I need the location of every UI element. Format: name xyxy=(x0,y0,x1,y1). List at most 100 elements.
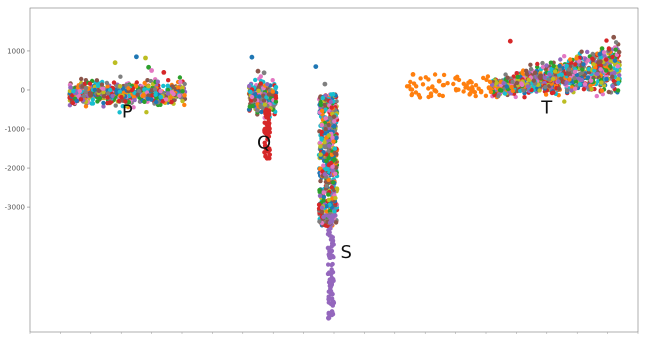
scatter-point xyxy=(266,129,271,135)
scatter-point xyxy=(330,168,335,173)
scatter-point xyxy=(330,135,335,140)
scatter-point xyxy=(319,129,324,135)
scatter-point xyxy=(574,56,579,61)
scatter-point xyxy=(589,86,594,92)
scatter-point xyxy=(267,156,272,161)
scatter-point xyxy=(535,61,540,67)
scatter-point xyxy=(551,76,556,82)
scatter-point xyxy=(420,82,426,87)
scatter-point xyxy=(600,92,605,97)
scatter-point xyxy=(505,75,510,80)
scatter-point xyxy=(470,85,475,90)
scatter-point xyxy=(90,97,96,102)
scatter-point xyxy=(544,63,549,68)
scatter-point xyxy=(165,91,171,96)
scatter-point xyxy=(577,82,582,87)
scatter-point xyxy=(142,80,147,86)
scatter-point xyxy=(509,84,514,90)
scatter-point xyxy=(255,108,260,113)
scatter-point xyxy=(256,88,261,94)
scatter-point xyxy=(316,202,322,207)
scatter-point xyxy=(104,80,110,86)
scatter-point xyxy=(259,109,264,115)
scatter-point xyxy=(573,86,578,91)
scatter-point xyxy=(328,284,334,289)
scatter-point xyxy=(585,49,590,55)
scatter-point xyxy=(97,95,103,101)
scatter-point xyxy=(255,68,261,74)
scatter-point xyxy=(526,77,531,83)
scatter-point xyxy=(540,64,546,70)
scatter-point xyxy=(100,86,105,91)
scatter-point xyxy=(537,88,542,93)
scatter-point xyxy=(572,69,578,75)
scatter-point xyxy=(556,79,561,84)
scatter-point xyxy=(548,60,554,65)
scatter-point xyxy=(326,133,332,138)
scatter-point xyxy=(451,81,456,87)
scatter-point xyxy=(166,78,171,83)
scatter-point xyxy=(582,82,588,87)
scatter-point xyxy=(273,95,279,101)
scatter-point xyxy=(529,87,534,93)
scatter-point xyxy=(318,152,323,157)
scatter-point xyxy=(469,89,474,94)
scatter-point xyxy=(329,309,335,314)
scatter-point xyxy=(71,88,76,94)
scatter-point xyxy=(524,68,529,74)
scatter-point xyxy=(426,94,431,100)
scatter-point xyxy=(562,99,567,104)
scatter-point xyxy=(426,86,431,91)
scatter-point xyxy=(146,64,152,70)
scatter-point xyxy=(317,140,323,146)
scatter-point xyxy=(514,80,520,86)
scatter-point xyxy=(519,82,525,88)
scatter-point xyxy=(110,93,115,99)
scatter-point xyxy=(149,68,155,73)
scatter-point xyxy=(323,107,328,112)
scatter-point xyxy=(484,77,489,83)
scatter-point xyxy=(615,88,621,93)
scatter-point xyxy=(551,90,556,95)
scatter-point xyxy=(146,84,151,89)
scatter-points xyxy=(67,34,622,321)
scatter-point xyxy=(83,86,89,91)
scatter-point xyxy=(149,97,154,102)
scatter-point xyxy=(182,81,187,87)
scatter-point xyxy=(108,87,113,93)
scatter-point xyxy=(598,59,603,64)
cluster-label-t: T xyxy=(540,97,553,118)
scatter-point xyxy=(117,89,123,95)
scatter-point xyxy=(488,89,494,95)
scatter-point xyxy=(473,93,478,99)
y-tick-label: -3000 xyxy=(5,204,25,212)
scatter-point xyxy=(323,127,328,132)
scatter-point xyxy=(253,77,258,83)
scatter-point xyxy=(149,93,155,98)
scatter-point xyxy=(319,205,325,210)
scatter-point xyxy=(432,72,438,77)
scatter-point xyxy=(329,219,334,224)
cluster-label-p: P xyxy=(122,101,133,122)
scatter-point xyxy=(319,108,325,114)
y-tick-label: 1000 xyxy=(7,47,25,55)
scatter-point xyxy=(453,75,458,81)
scatter-point xyxy=(576,59,582,64)
scatter-point xyxy=(538,73,543,78)
scatter-point xyxy=(408,79,413,85)
scatter-point xyxy=(249,94,255,100)
scatter-point xyxy=(330,242,336,247)
scatter-point xyxy=(79,76,84,82)
scatter-point xyxy=(324,158,329,164)
scatter-point xyxy=(330,196,335,201)
scatter-point xyxy=(99,82,105,87)
scatter-point xyxy=(160,99,165,104)
scatter-point xyxy=(322,172,328,177)
scatter-point xyxy=(81,93,87,99)
scatter-point xyxy=(74,98,79,104)
scatter-point xyxy=(468,79,473,84)
scatter-point xyxy=(595,71,600,77)
scatter-point xyxy=(528,62,533,67)
scatter-point xyxy=(326,297,331,302)
